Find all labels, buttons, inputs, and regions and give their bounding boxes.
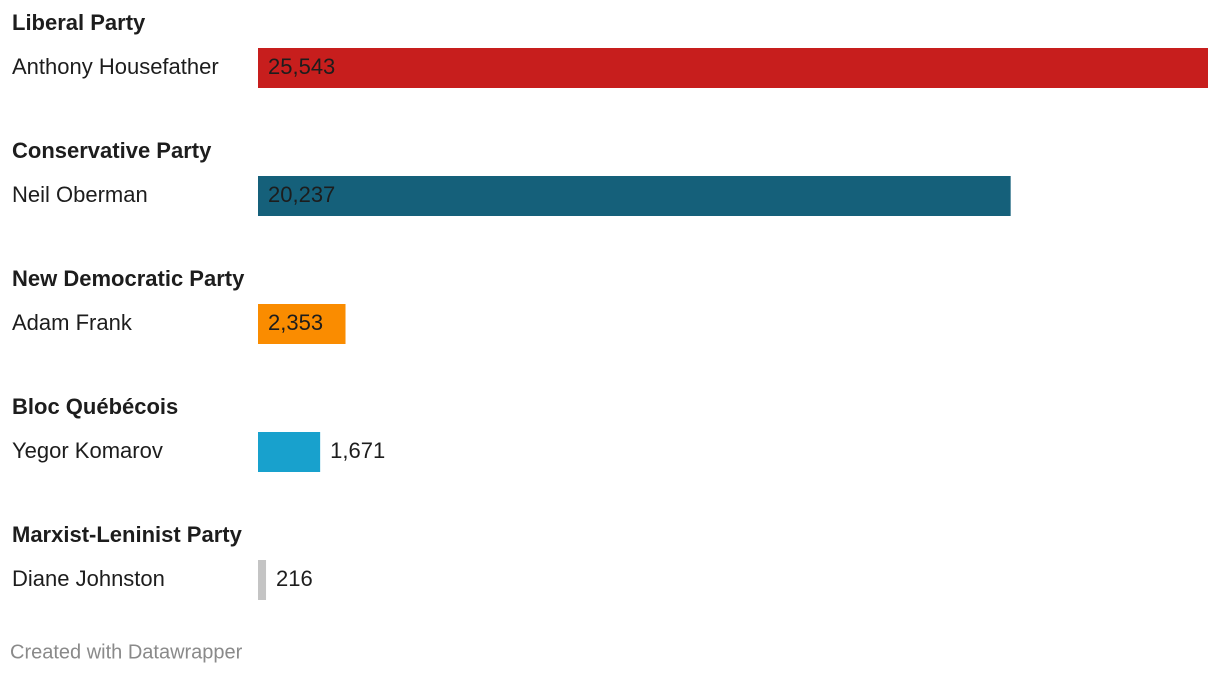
group-label: Bloc Québécois — [12, 394, 178, 419]
group-label: Conservative Party — [12, 138, 212, 163]
bar — [258, 432, 321, 472]
bar — [258, 304, 346, 344]
category-label: Anthony Housefather — [12, 54, 219, 79]
category-label: Yegor Komarov — [12, 438, 163, 463]
category-label: Diane Johnston — [12, 566, 165, 591]
group-label: Marxist-Leninist Party — [12, 522, 243, 547]
category-label: Neil Oberman — [12, 182, 148, 207]
bar — [258, 48, 1208, 88]
bar — [258, 560, 267, 600]
credit: Created with Datawrapper — [10, 641, 243, 663]
category-label: Adam Frank — [12, 310, 133, 335]
value-label: 216 — [276, 566, 313, 591]
value-label: 25,543 — [268, 54, 335, 79]
group-label: Liberal Party — [12, 10, 146, 35]
bar — [258, 176, 1011, 216]
group-label: New Democratic Party — [12, 266, 245, 291]
value-label: 2,353 — [268, 310, 323, 335]
value-label: 20,237 — [268, 182, 335, 207]
value-label: 1,671 — [330, 438, 385, 463]
